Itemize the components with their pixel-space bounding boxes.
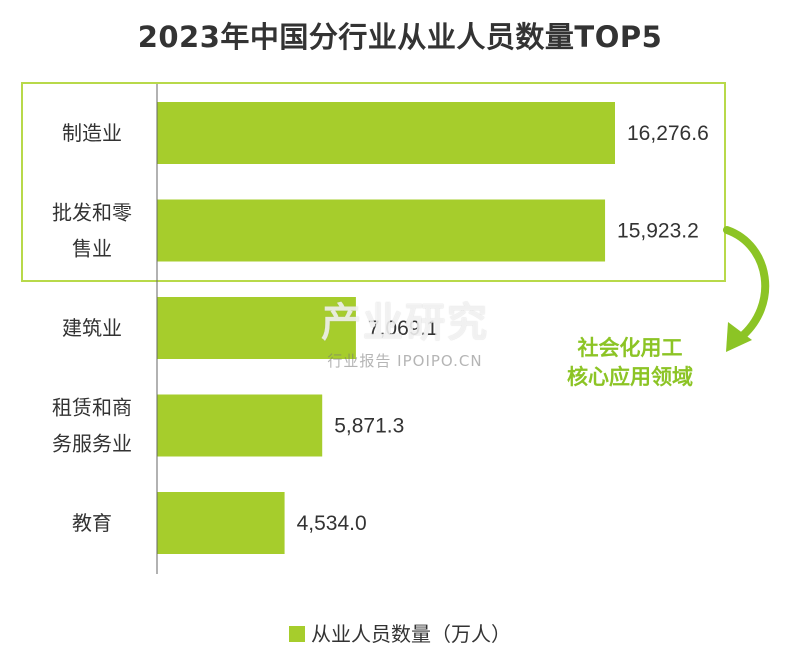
curved-arrow-icon: [723, 226, 770, 342]
bar-1: [157, 199, 606, 262]
bar-2: [157, 297, 356, 359]
value-label-2: 7,069.1: [368, 317, 438, 340]
category-label-1: 批发和零售业: [52, 201, 132, 261]
category-label-3-line-1: 务服务业: [52, 432, 132, 456]
category-label-1-line-0: 批发和零: [52, 201, 132, 225]
category-label-4: 教育: [72, 511, 112, 535]
category-label-3: 租赁和商务服务业: [52, 396, 132, 456]
value-label-3: 5,871.3: [334, 415, 404, 438]
highlight-box: [21, 82, 726, 282]
category-label-0: 制造业: [62, 121, 122, 145]
value-label-4: 4,534.0: [297, 512, 367, 535]
arrow-head-icon: [726, 322, 752, 352]
category-label-0-line-0: 制造业: [62, 121, 122, 145]
category-label-2: 建筑业: [62, 316, 122, 340]
category-label-3-line-0: 租赁和商: [52, 396, 132, 420]
category-label-4-line-0: 教育: [72, 511, 112, 535]
legend-label: 从业人员数量（万人）: [311, 622, 511, 646]
annotation-line-1: 社会化用工: [577, 336, 683, 360]
legend-swatch: [289, 626, 305, 642]
chart-title: 2023年中国分行业从业人员数量TOP5: [137, 20, 663, 54]
value-label-1: 15,923.2: [617, 220, 699, 243]
legend: 从业人员数量（万人）: [0, 618, 800, 647]
category-label-2-line-0: 建筑业: [62, 316, 122, 340]
bar-3: [157, 394, 323, 457]
category-label-1-line-1: 售业: [72, 237, 112, 261]
bar-4: [157, 492, 285, 554]
annotation-text: 社会化用工 核心应用领域: [544, 334, 716, 392]
value-label-0: 16,276.6: [627, 122, 709, 145]
bar-0: [157, 102, 615, 164]
annotation-line-2: 核心应用领域: [567, 365, 693, 389]
